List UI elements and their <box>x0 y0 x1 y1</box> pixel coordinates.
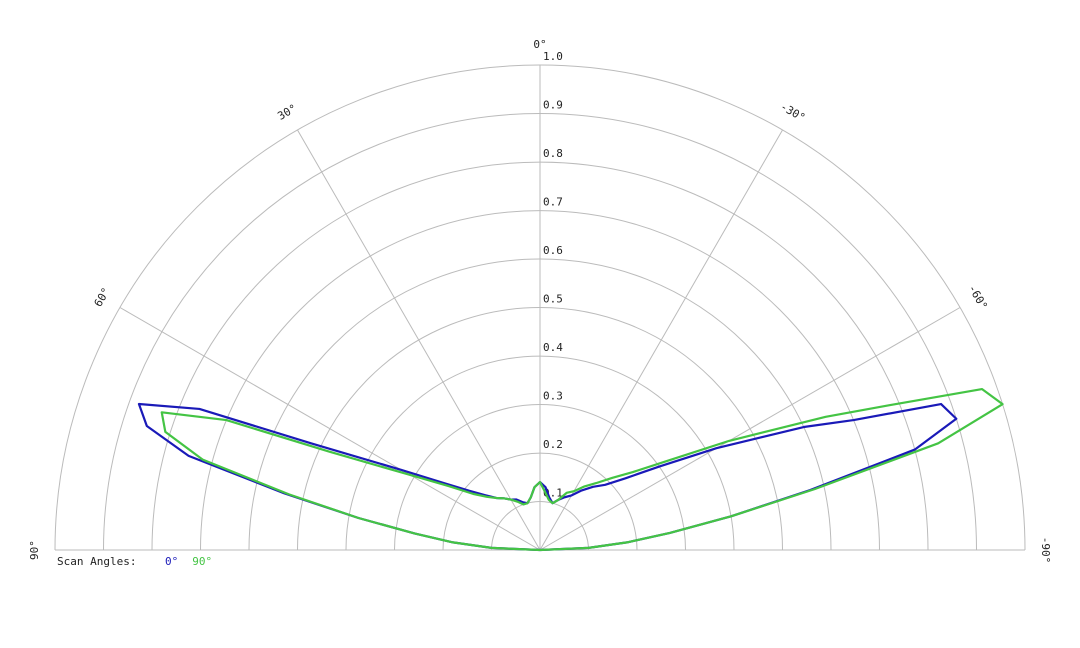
angle-label: -90° <box>1039 537 1052 564</box>
r-tick-label: 0.5 <box>543 293 563 306</box>
legend-entry: 0° <box>165 555 178 568</box>
r-tick-label: 0.2 <box>543 438 563 451</box>
r-tick-label: 1.0 <box>543 50 563 63</box>
angle-label: 0° <box>533 38 546 51</box>
series-line <box>160 388 1004 552</box>
grid-spoke <box>119 307 541 551</box>
grid-spoke <box>539 129 783 551</box>
r-tick-label: 0.8 <box>543 147 563 160</box>
legend-title: Scan Angles: <box>57 555 136 568</box>
angle-label: -30° <box>778 100 807 125</box>
r-tick-label: 0.9 <box>543 99 563 112</box>
legend-entry: 90° <box>192 555 212 568</box>
angle-label: 30° <box>275 102 299 123</box>
angle-label: -60° <box>966 283 991 312</box>
r-tick-label: 0.4 <box>543 341 563 354</box>
r-tick-label: 0.3 <box>543 390 563 403</box>
angle-label: 60° <box>92 285 113 309</box>
r-tick-label: 0.7 <box>543 196 563 209</box>
r-tick-label: 0.6 <box>543 244 563 257</box>
series-line <box>137 402 958 552</box>
grid-spoke <box>297 129 541 551</box>
angle-label: 90° <box>28 540 41 560</box>
grid-spoke <box>539 307 961 551</box>
